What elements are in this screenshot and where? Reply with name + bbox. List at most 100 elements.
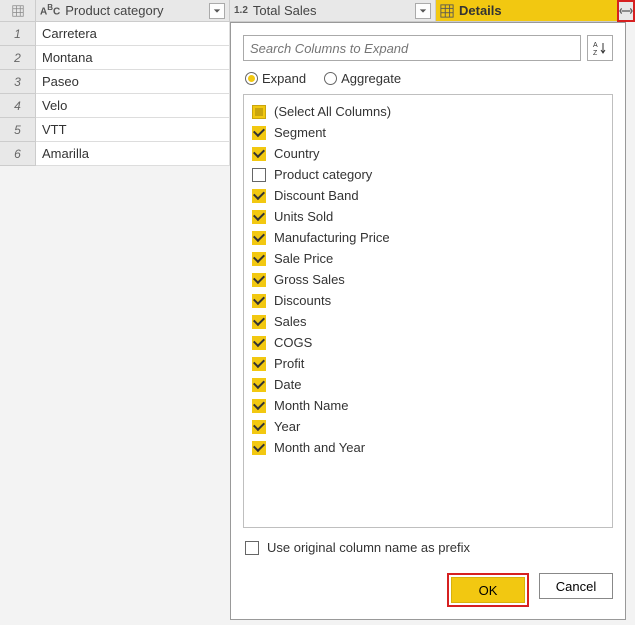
checkbox-icon [252,420,266,434]
table-corner[interactable] [0,0,36,21]
sort-az-icon: A Z [592,40,608,56]
column-header-product-category[interactable]: ABC Product category [36,0,230,21]
column-header-row: ABC Product category 1.2 Total Sales Det… [0,0,635,22]
checkbox-icon [252,210,266,224]
checkbox-icon [252,336,266,350]
radio-icon [324,72,337,85]
checkbox-icon [252,294,266,308]
item-label: Product category [274,167,372,182]
dialog-buttons: OK Cancel [243,573,613,607]
radio-label: Expand [262,71,306,86]
column-item[interactable]: Product category [252,164,604,185]
row-number[interactable]: 6 [0,142,36,166]
column-item[interactable]: Year [252,416,604,437]
prefix-option[interactable]: Use original column name as prefix [245,540,613,555]
item-label: Year [274,419,300,434]
column-item[interactable]: Sale Price [252,248,604,269]
item-label: Country [274,146,320,161]
table-type-icon [440,4,454,18]
checkbox-icon [252,315,266,329]
column-item[interactable]: Date [252,374,604,395]
item-label: Gross Sales [274,272,345,287]
item-label: Discount Band [274,188,359,203]
column-header-total-sales[interactable]: 1.2 Total Sales [230,0,436,21]
row-number[interactable]: 5 [0,118,36,142]
checkbox-icon [252,126,266,140]
search-input[interactable] [243,35,581,61]
checkbox-icon [252,252,266,266]
item-label: Sales [274,314,307,329]
popup-search-row: A Z [243,35,613,61]
checkbox-icon [252,441,266,455]
radio-icon [245,72,258,85]
item-label: Sale Price [274,251,333,266]
svg-text:Z: Z [593,50,598,56]
column-item[interactable]: Gross Sales [252,269,604,290]
checkbox-icon [252,357,266,371]
column-item[interactable]: Month and Year [252,437,604,458]
column-item[interactable]: Month Name [252,395,604,416]
column-item[interactable]: Manufacturing Price [252,227,604,248]
expand-icon [619,4,633,18]
item-label: Units Sold [274,209,333,224]
text-type-icon: ABC [40,3,60,17]
column-title: Details [459,3,613,18]
item-label: Month Name [274,398,348,413]
row-number[interactable]: 3 [0,70,36,94]
item-label: Date [274,377,301,392]
item-label: Profit [274,356,304,371]
expand-columns-popup: A Z Expand Aggregate (Select All Columns… [230,22,626,620]
cancel-button[interactable]: Cancel [539,573,613,599]
cell-product-category[interactable]: Carretera [36,22,230,46]
checkbox-icon [252,399,266,413]
cell-product-category[interactable]: Velo [36,94,230,118]
column-item[interactable]: Discount Band [252,185,604,206]
row-number[interactable]: 4 [0,94,36,118]
prefix-label: Use original column name as prefix [267,540,470,555]
column-item[interactable]: Country [252,143,604,164]
checkbox-icon [252,105,266,119]
checkbox-icon [252,189,266,203]
column-item[interactable]: Discounts [252,290,604,311]
radio-aggregate[interactable]: Aggregate [324,71,401,86]
column-item[interactable]: Profit [252,353,604,374]
cell-product-category[interactable]: Amarilla [36,142,230,166]
item-label: Segment [274,125,326,140]
column-item[interactable]: Segment [252,122,604,143]
item-label: COGS [274,335,312,350]
checkbox-icon [252,168,266,182]
item-label: Month and Year [274,440,365,455]
checkbox-icon [252,378,266,392]
checkbox-icon [245,541,259,555]
cell-product-category[interactable]: Montana [36,46,230,70]
expand-column-button[interactable] [617,0,635,22]
column-item[interactable]: Units Sold [252,206,604,227]
column-item[interactable]: Sales [252,311,604,332]
column-filter-dropdown[interactable] [209,3,225,19]
cell-product-category[interactable]: Paseo [36,70,230,94]
sort-button[interactable]: A Z [587,35,613,61]
column-checkbox-list: (Select All Columns) Segment Country Produc… [243,94,613,528]
column-filter-dropdown[interactable] [415,3,431,19]
select-all-item[interactable]: (Select All Columns) [252,101,604,122]
radio-expand[interactable]: Expand [245,71,306,86]
cell-product-category[interactable]: VTT [36,118,230,142]
checkbox-icon [252,231,266,245]
row-number[interactable]: 1 [0,22,36,46]
column-header-details[interactable]: Details [436,0,618,21]
row-number[interactable]: 2 [0,46,36,70]
table-icon [12,5,24,17]
mode-radio-group: Expand Aggregate [243,71,613,86]
checkbox-icon [252,273,266,287]
checkbox-icon [252,147,266,161]
ok-highlight-box: OK [447,573,529,607]
column-title: Product category [65,3,209,18]
item-label: Discounts [274,293,331,308]
column-title: Total Sales [253,3,415,18]
svg-text:A: A [593,42,598,49]
number-type-icon: 1.2 [234,5,248,16]
radio-label: Aggregate [341,71,401,86]
item-label: Manufacturing Price [274,230,390,245]
column-item[interactable]: COGS [252,332,604,353]
ok-button[interactable]: OK [451,577,525,603]
